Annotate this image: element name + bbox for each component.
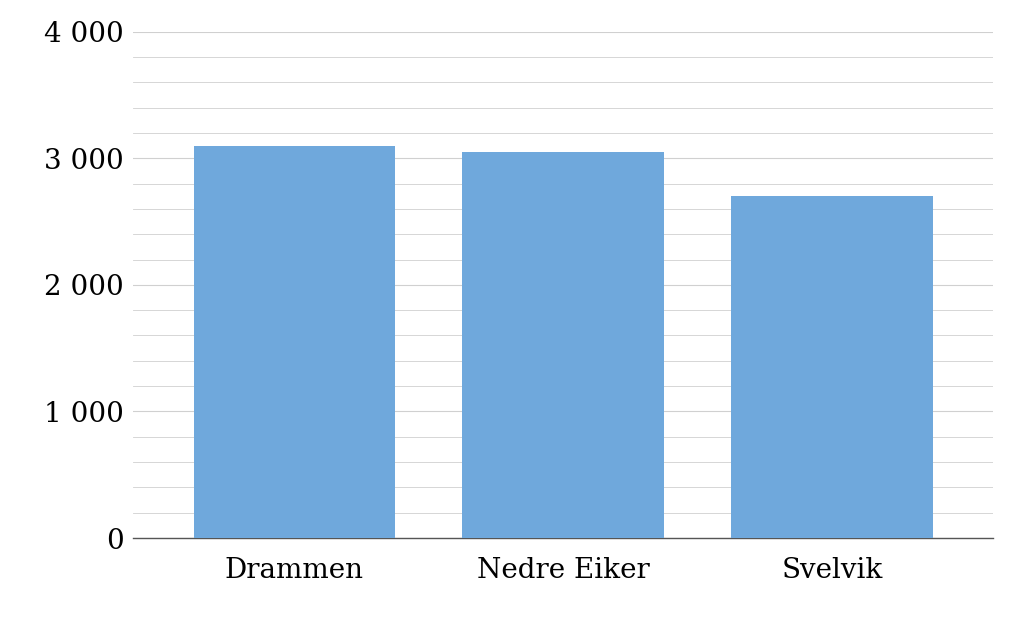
Bar (463, 152, 664, 538)
Bar (194, 146, 395, 538)
Bar (731, 196, 933, 538)
